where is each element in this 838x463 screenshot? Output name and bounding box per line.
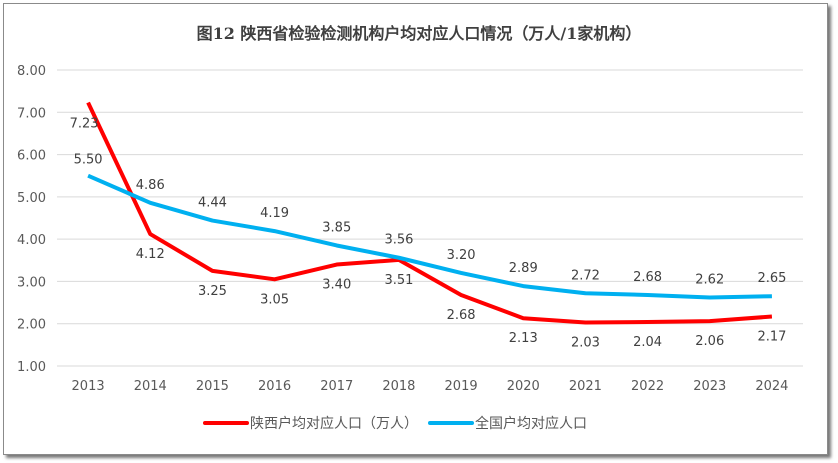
legend-label: 全国户均对应人口 (475, 415, 587, 432)
data-label: 3.20 (447, 248, 476, 263)
data-label: 2.04 (633, 335, 662, 350)
y-tick-label: 5.00 (17, 191, 46, 206)
series-line-0 (86, 101, 773, 325)
x-tick-label: 2016 (258, 379, 291, 394)
chart-frame (3, 3, 828, 455)
y-tick-label: 3.00 (17, 275, 46, 290)
data-label: 5.50 (74, 153, 103, 168)
data-label: 4.19 (260, 206, 289, 221)
x-tick-label: 2017 (320, 379, 353, 394)
data-label: 2.65 (757, 271, 786, 286)
data-label: 7.23 (70, 117, 99, 132)
data-label: 3.25 (198, 284, 227, 299)
data-label: 3.56 (384, 233, 413, 248)
chart-title: 图12 陕西省检验检测机构户均对应人口情况（万人/1家机构） (196, 24, 642, 43)
y-tick-label: 6.00 (17, 149, 46, 164)
data-label: 2.06 (695, 334, 724, 349)
data-label: 3.05 (260, 292, 289, 307)
data-label: 4.44 (198, 196, 227, 211)
data-label: 2.13 (509, 331, 538, 346)
x-tick-label: 2015 (196, 379, 229, 394)
data-label: 3.40 (322, 278, 351, 293)
series-line-1 (87, 173, 772, 300)
x-tick-label: 2018 (382, 379, 415, 394)
data-label: 3.51 (384, 273, 413, 288)
data-label: 2.89 (509, 261, 538, 276)
data-label: 4.86 (136, 178, 165, 193)
x-tick-label: 2020 (507, 379, 540, 394)
x-tick-label: 2019 (445, 379, 478, 394)
x-tick-label: 2023 (693, 379, 726, 394)
y-tick-label: 7.00 (17, 106, 46, 121)
x-tick-label: 2022 (631, 379, 664, 394)
y-tick-label: 4.00 (17, 233, 46, 248)
data-label: 2.03 (571, 335, 600, 350)
y-tick-label: 1.00 (17, 360, 46, 375)
x-tick-label: 2021 (569, 379, 602, 394)
legend-label: 陕西户均对应人口（万人） (250, 415, 418, 432)
data-label: 4.12 (136, 247, 165, 262)
data-label: 2.72 (571, 268, 600, 283)
data-label: 2.62 (695, 272, 724, 287)
data-label: 2.68 (633, 270, 662, 285)
x-tick-label: 2013 (72, 379, 105, 394)
data-label: 3.85 (322, 220, 351, 235)
data-label: 2.17 (757, 330, 786, 345)
x-tick-label: 2024 (755, 379, 788, 394)
x-tick-label: 2014 (134, 379, 167, 394)
y-tick-label: 2.00 (17, 318, 46, 333)
y-tick-label: 8.00 (17, 64, 46, 79)
data-label: 2.68 (447, 308, 476, 323)
